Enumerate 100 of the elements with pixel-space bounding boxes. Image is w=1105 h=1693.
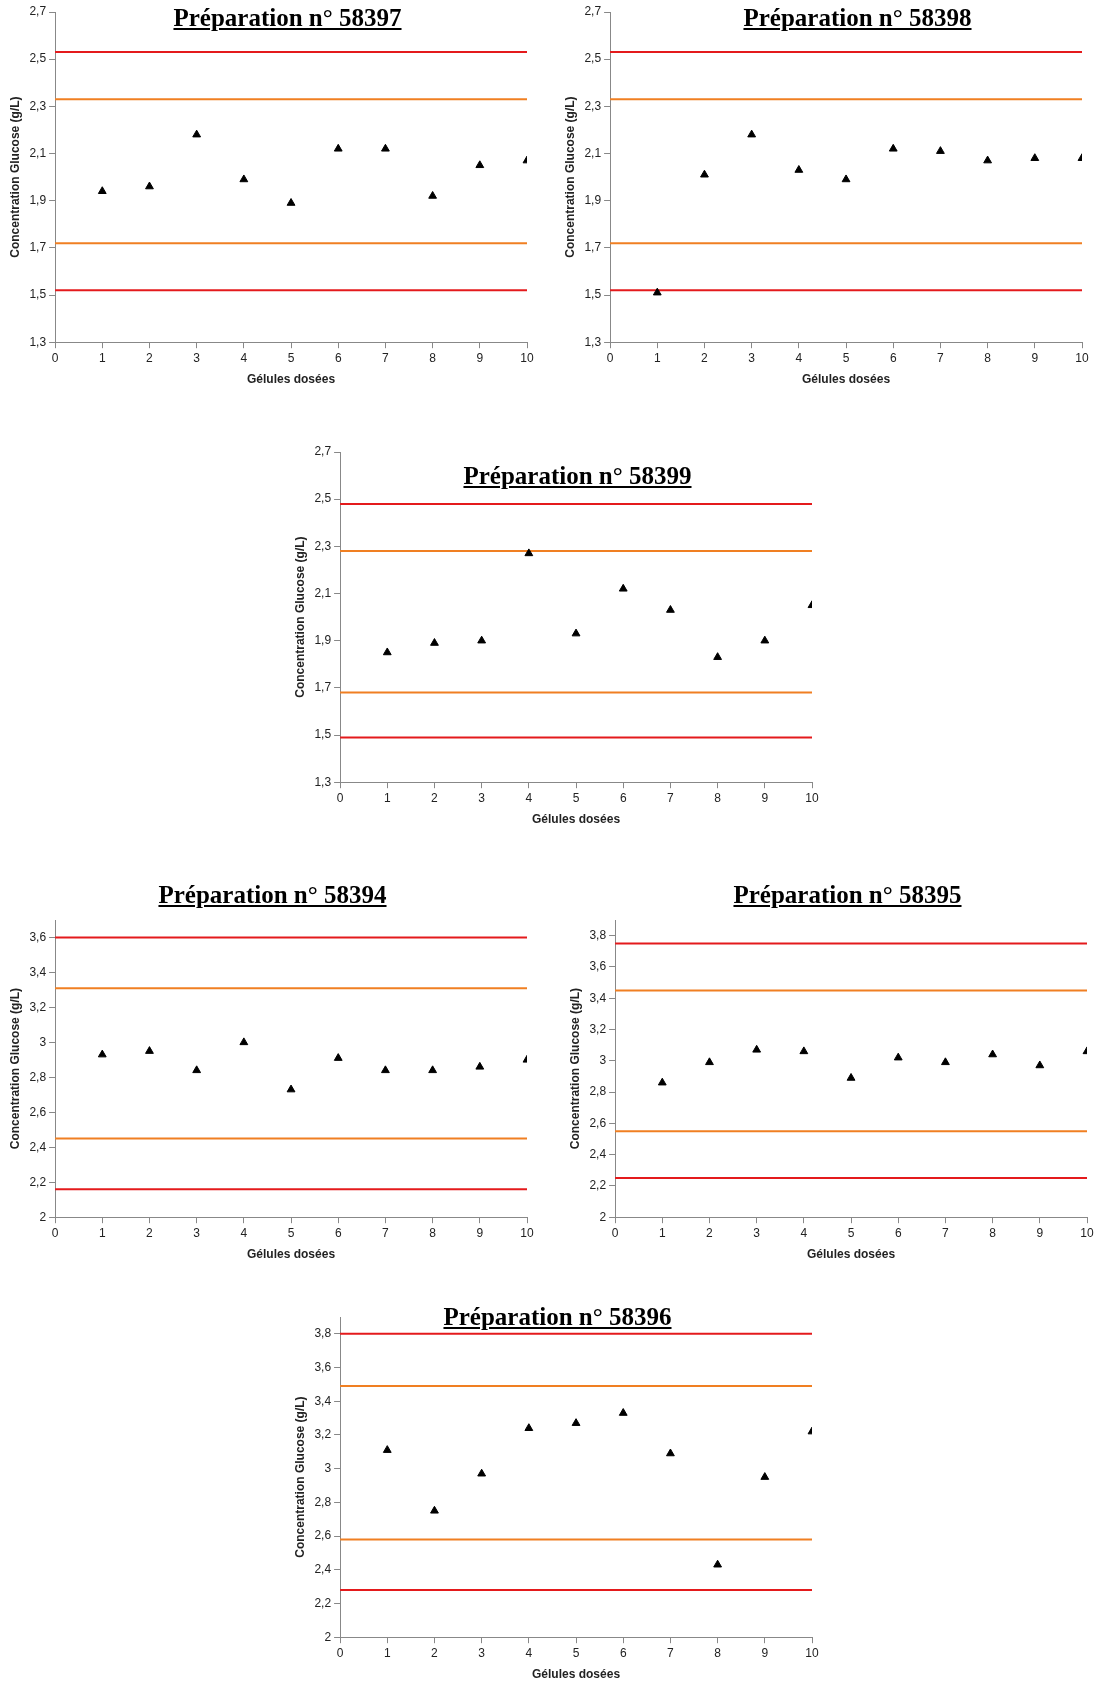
point [700,169,709,178]
x-tick-label: 8 [989,1225,997,1240]
point [841,174,851,183]
chart-title: Préparation n° 58398 [743,4,972,31]
x-tick-label: 10 [805,790,819,805]
y-tick-label: 2,7 [584,4,602,19]
y-tick-label: 3,8 [314,1326,332,1341]
x-tick-label: 8 [984,350,992,365]
y-tick-label: 2,5 [584,51,602,66]
y-axis-title: Concentration Glucose (g/L) [562,96,577,258]
y-axis-title: Concentration Glucose (g/L) [7,987,22,1150]
y-tick-label: 1,9 [314,633,332,647]
point [571,1418,581,1426]
y-tick-label: 3 [39,1034,47,1049]
y-tick-label: 1,5 [314,727,332,742]
y-tick-label: 3,6 [589,959,607,974]
point [936,146,945,154]
y-tick-label: 2,4 [29,1139,47,1154]
x-tick-label: 2 [701,350,709,365]
x-tick-label: 3 [193,1225,201,1240]
point [333,143,343,152]
x-tick-label: 1 [98,350,106,365]
point [145,1046,154,1054]
x-tick-label: 6 [889,350,897,365]
y-tick-label: 3,6 [314,1359,332,1374]
y-tick-label: 1,7 [29,240,47,255]
chart-title: Préparation n° 58395 [733,881,962,908]
x-tick-label: 0 [611,1225,619,1240]
x-tick-label: 0 [51,1225,59,1240]
x-tick-label: 6 [334,1225,342,1240]
x-tick-label: 8 [429,350,437,365]
point [1035,1060,1045,1069]
point [97,186,107,194]
x-tick-label: 7 [667,1645,675,1660]
y-tick-label: 3,8 [589,927,607,942]
y-tick-label: 2 [39,1209,47,1224]
y-tick-label: 2,2 [314,1595,332,1610]
x-tick-label: 4 [525,1645,533,1660]
y-tick-label: 2,8 [314,1494,332,1509]
y-tick-label: 2 [599,1209,607,1224]
point [799,1046,809,1055]
x-tick-label: 6 [894,1225,902,1240]
y-tick-label: 3,2 [314,1427,332,1442]
y-tick-label: 3,4 [29,964,47,979]
y-tick-label: 1,9 [584,193,602,207]
y-tick-label: 3,2 [29,999,47,1014]
point [430,1505,439,1514]
x-tick-label: 1 [383,790,391,805]
point [382,1445,392,1453]
x-tick-label: 3 [193,350,201,365]
point [747,129,757,138]
y-axis-title: Concentration Glucose (g/L) [567,987,582,1150]
x-tick-label: 3 [748,350,756,365]
point [286,198,296,206]
x-tick-label: 1 [653,350,661,365]
y-tick-label: 1,3 [29,334,47,349]
x-tick-label: 6 [334,350,342,365]
point [97,1049,107,1058]
y-tick-label: 3,4 [589,990,607,1005]
chart-title: Préparation n° 58397 [173,4,402,31]
x-tick-label: 3 [478,790,486,805]
x-axis-title: Gélules dosées [247,1247,336,1262]
point [381,143,390,152]
y-tick-label: 2,4 [314,1562,332,1577]
point [752,1044,762,1053]
point [239,174,249,183]
point [618,1408,628,1416]
point [713,1559,723,1568]
x-tick-label: 1 [658,1225,666,1240]
point [760,1472,770,1480]
point [666,605,675,613]
x-tick-label: 5 [847,1225,855,1240]
chart-title: Préparation n° 58394 [158,881,387,908]
y-tick-label: 2,1 [314,585,332,600]
x-axis-title: Gélules dosées [247,372,336,387]
point [983,155,993,164]
point [477,1468,487,1477]
y-tick-label: 1,5 [584,287,602,302]
x-tick-label: 1 [98,1225,106,1240]
y-tick-label: 2,7 [314,444,332,459]
point [618,583,628,592]
x-tick-label: 6 [619,790,627,805]
y-tick-label: 2,1 [584,145,602,160]
point [286,1084,296,1093]
y-tick-label: 3 [599,1053,607,1068]
point [760,635,770,644]
point [382,647,392,656]
x-tick-label: 5 [572,1645,580,1660]
x-tick-label: 4 [240,350,248,365]
point [893,1052,903,1061]
x-tick-label: 7 [667,790,675,805]
point [846,1072,856,1081]
y-tick-label: 1,9 [29,193,47,207]
point [145,181,154,190]
y-tick-label: 2,8 [29,1069,47,1084]
x-tick-label: 0 [606,350,614,365]
x-tick-label: 1 [383,1645,391,1660]
point [333,1053,343,1061]
y-tick-label: 1,7 [584,240,602,255]
y-tick-label: 2,5 [314,491,332,506]
